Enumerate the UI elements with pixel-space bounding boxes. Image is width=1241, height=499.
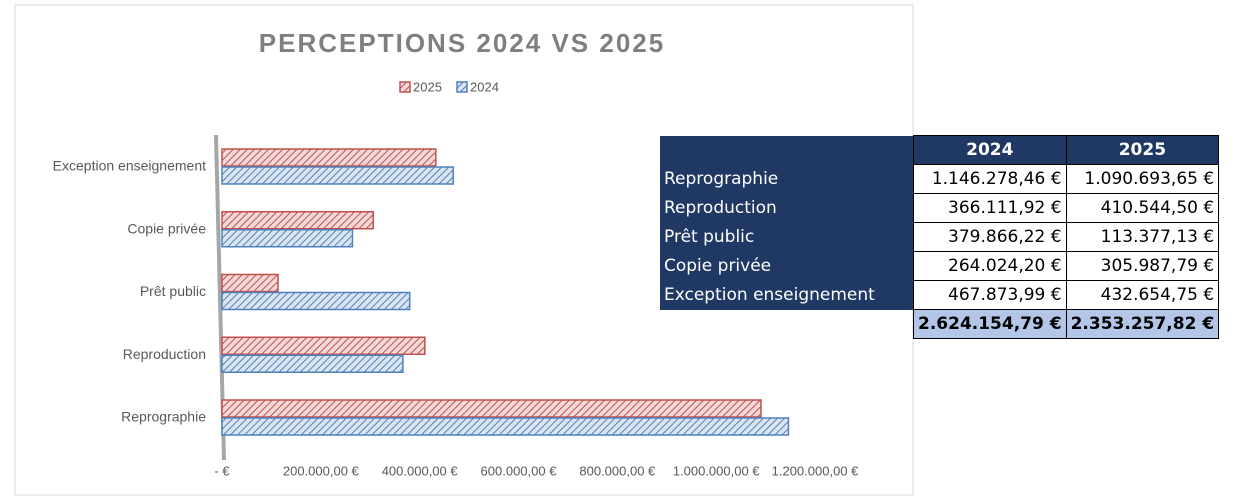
value-cell: 432.654,75 € bbox=[1065, 280, 1220, 310]
table-row: Exception enseignement 467.873,99 €432.65… bbox=[660, 280, 1220, 310]
bar bbox=[221, 273, 279, 293]
x-tick-label: 1.000.000,00 € bbox=[673, 463, 761, 478]
data-table: 2024 2025 Reprographie 1.146.278,46 €1.09… bbox=[660, 135, 1220, 339]
total-row: 2.624.154,79 €2.353.257,82 € bbox=[660, 309, 1220, 339]
legend-label: 2025 bbox=[413, 79, 442, 94]
bar bbox=[221, 399, 762, 418]
row-label: Reproduction bbox=[660, 193, 914, 223]
total-cell: 2.353.257,82 € bbox=[1065, 309, 1220, 339]
value-cell: 1.146.278,46 € bbox=[913, 164, 1067, 194]
bar bbox=[221, 291, 411, 311]
value-cell: 1.090.693,65 € bbox=[1065, 164, 1220, 194]
row-label: Reprographie bbox=[660, 164, 914, 194]
value-cell: 264.024,20 € bbox=[913, 251, 1067, 281]
table-row: Reprographie 1.146.278,46 €1.090.693,65 € bbox=[660, 164, 1220, 194]
total-cell: 2.624.154,79 € bbox=[913, 309, 1067, 339]
table-row: Reproduction 366.111,92 €410.544,50 € bbox=[660, 193, 1220, 223]
x-tick-label: - € bbox=[214, 463, 230, 478]
x-tick-label: 600.000,00 € bbox=[481, 463, 558, 478]
table-row: Copie privée 264.024,20 €305.987,79 € bbox=[660, 251, 1220, 281]
bar bbox=[221, 354, 404, 373]
y-tick-label: Reprographie bbox=[121, 409, 206, 425]
chart-title: PERCEPTIONS 2024 VS 2025 bbox=[259, 28, 665, 58]
x-tick-label: 200.000,00 € bbox=[283, 463, 360, 478]
y-tick-label: Prêt public bbox=[140, 283, 206, 299]
value-cell: 379.866,22 € bbox=[913, 222, 1067, 252]
bar bbox=[221, 166, 454, 185]
legend-label: 2024 bbox=[470, 79, 499, 94]
x-tick-label: 1.200.000,00 € bbox=[772, 463, 860, 478]
blank-cell bbox=[660, 310, 914, 339]
bar bbox=[221, 211, 374, 230]
value-cell: 410.544,50 € bbox=[1065, 193, 1220, 223]
bar bbox=[221, 229, 354, 248]
y-tick-label: Copie privée bbox=[127, 220, 206, 236]
row-label: Copie privée bbox=[660, 251, 914, 281]
header-row: 2024 2025 bbox=[660, 135, 1220, 165]
header-cell: 2024 bbox=[913, 135, 1067, 165]
value-cell: 366.111,92 € bbox=[913, 193, 1067, 223]
legend-swatch bbox=[456, 81, 468, 93]
value-cell: 305.987,79 € bbox=[1065, 251, 1220, 281]
x-tick-label: 800.000,00 € bbox=[579, 463, 656, 478]
row-label: Prêt public bbox=[660, 222, 914, 252]
legend-swatch bbox=[399, 81, 411, 93]
table-row: Prêt public 379.866,22 €113.377,13 € bbox=[660, 222, 1220, 252]
header-cell: 2025 bbox=[1065, 135, 1220, 165]
bar bbox=[221, 148, 437, 167]
bar bbox=[221, 336, 426, 355]
y-tick-label: Exception enseignement bbox=[53, 158, 206, 174]
value-cell: 467.873,99 € bbox=[913, 280, 1067, 310]
x-tick-label: 400.000,00 € bbox=[382, 463, 459, 478]
value-cell: 113.377,13 € bbox=[1065, 222, 1220, 252]
corner-cell bbox=[660, 135, 914, 165]
bar bbox=[221, 417, 790, 436]
y-tick-label: Reproduction bbox=[123, 346, 206, 362]
row-label: Exception enseignement bbox=[660, 280, 914, 310]
